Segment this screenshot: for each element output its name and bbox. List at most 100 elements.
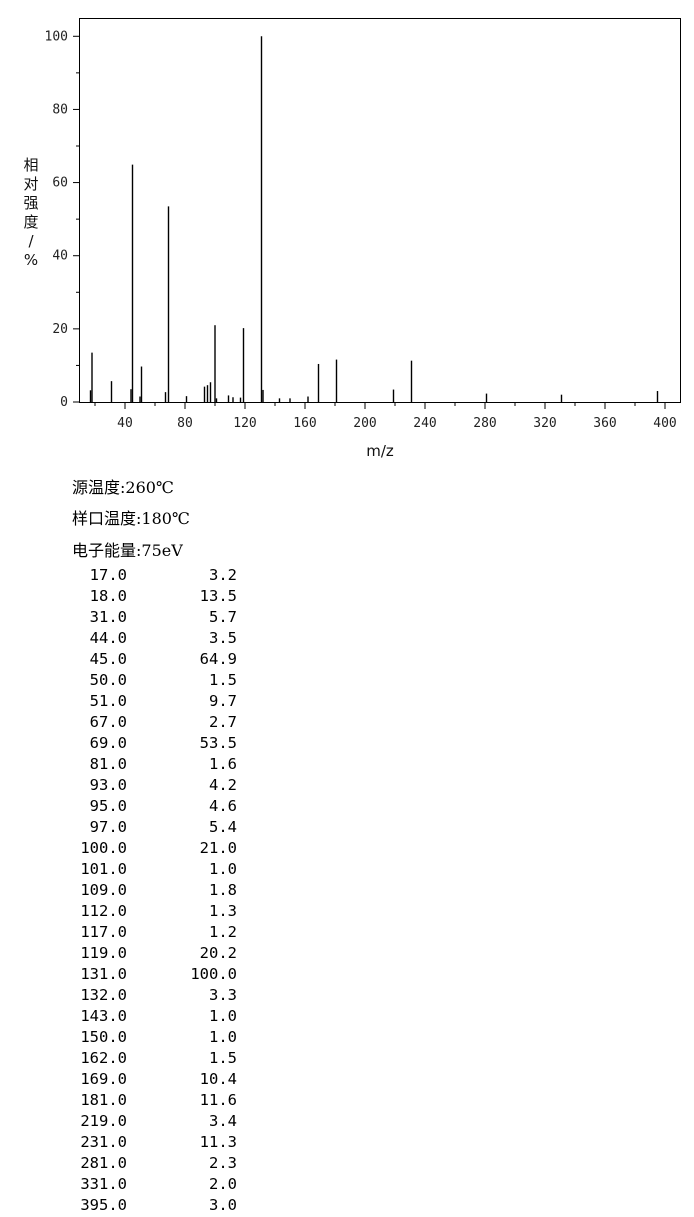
y-axis-title-char: / bbox=[28, 232, 34, 250]
peak-mz: 97.0 bbox=[89, 818, 127, 836]
peak-intensity: 9.7 bbox=[209, 692, 237, 710]
peak-mz: 51.0 bbox=[89, 692, 127, 710]
y-axis-title-char: 强 bbox=[23, 194, 38, 212]
peak-mz: 95.0 bbox=[89, 797, 127, 815]
peak-mz: 18.0 bbox=[89, 587, 127, 605]
peak-row: 95.0 4.6 bbox=[0, 797, 300, 818]
peak-mz: 81.0 bbox=[89, 755, 127, 773]
peak-intensity: 2.3 bbox=[209, 1154, 237, 1172]
x-tick-label: 360 bbox=[593, 416, 616, 431]
peak-row: 100.0 21.0 bbox=[0, 839, 300, 860]
y-axis-title-char: % bbox=[24, 251, 38, 269]
peak-row: 131.0 100.0 bbox=[0, 965, 300, 986]
peak-mz: 119.0 bbox=[80, 944, 127, 962]
peak-mz: 281.0 bbox=[80, 1154, 127, 1172]
peak-intensity: 53.5 bbox=[199, 734, 237, 752]
x-tick-label: 80 bbox=[177, 416, 193, 431]
peak-row: 132.0 3.3 bbox=[0, 986, 300, 1007]
peak-mz: 50.0 bbox=[89, 671, 127, 689]
y-tick-label: 20 bbox=[52, 322, 68, 337]
peak-intensity: 64.9 bbox=[199, 650, 237, 668]
peak-mz: 395.0 bbox=[80, 1196, 127, 1214]
peak-mz: 169.0 bbox=[80, 1070, 127, 1088]
x-tick-label: 400 bbox=[653, 416, 676, 431]
peak-row: 31.0 5.7 bbox=[0, 608, 300, 629]
x-tick-label: 200 bbox=[353, 416, 376, 431]
peak-intensity: 1.2 bbox=[209, 923, 237, 941]
peak-row: 119.0 20.2 bbox=[0, 944, 300, 965]
peak-intensity: 5.4 bbox=[209, 818, 237, 836]
y-axis-title-char: 对 bbox=[23, 175, 38, 193]
peak-row: 45.0 64.9 bbox=[0, 650, 300, 671]
x-tick-label: 120 bbox=[233, 416, 256, 431]
peak-mz: 150.0 bbox=[80, 1028, 127, 1046]
peak-row: 112.0 1.3 bbox=[0, 902, 300, 923]
peak-row: 109.0 1.8 bbox=[0, 881, 300, 902]
peak-intensity: 1.5 bbox=[209, 671, 237, 689]
y-axis-title-char: 度 bbox=[23, 213, 38, 231]
peak-row: 143.0 1.0 bbox=[0, 1007, 300, 1028]
peak-intensity: 3.2 bbox=[209, 566, 237, 584]
peak-mz: 93.0 bbox=[89, 776, 127, 794]
peak-row: 97.0 5.4 bbox=[0, 818, 300, 839]
peak-mz: 69.0 bbox=[89, 734, 127, 752]
peak-row: 281.0 2.3 bbox=[0, 1154, 300, 1175]
peak-row: 395.0 3.0 bbox=[0, 1196, 300, 1217]
peak-row: 81.0 1.6 bbox=[0, 755, 300, 776]
peak-intensity: 13.5 bbox=[199, 587, 237, 605]
x-axis-title: m/z bbox=[366, 442, 394, 460]
peak-row: 162.0 1.5 bbox=[0, 1049, 300, 1070]
peak-mz: 331.0 bbox=[80, 1175, 127, 1193]
peak-intensity: 5.7 bbox=[209, 608, 237, 626]
peak-mz: 67.0 bbox=[89, 713, 127, 731]
electron-energy: 电子能量:75eV bbox=[72, 541, 183, 560]
peak-row: 219.0 3.4 bbox=[0, 1112, 300, 1133]
peak-intensity: 1.3 bbox=[209, 902, 237, 920]
peak-intensity: 20.2 bbox=[199, 944, 237, 962]
y-tick-label: 60 bbox=[52, 176, 68, 191]
y-axis-title-char: 相 bbox=[23, 156, 38, 174]
peak-mz: 112.0 bbox=[80, 902, 127, 920]
peak-intensity: 1.0 bbox=[209, 860, 237, 878]
peak-intensity: 11.3 bbox=[199, 1133, 237, 1151]
peak-intensity: 3.4 bbox=[209, 1112, 237, 1130]
inlet-temperature: 样口温度:180℃ bbox=[72, 509, 190, 528]
peak-mz: 117.0 bbox=[80, 923, 127, 941]
peak-row: 17.0 3.2 bbox=[0, 566, 300, 587]
peak-intensity: 2.7 bbox=[209, 713, 237, 731]
x-tick-label: 280 bbox=[473, 416, 496, 431]
peak-row: 181.0 11.6 bbox=[0, 1091, 300, 1112]
y-axis: 0 20 40 60 80 100 bbox=[45, 29, 80, 410]
peak-row: 44.0 3.5 bbox=[0, 629, 300, 650]
peak-mz: 31.0 bbox=[89, 608, 127, 626]
peak-intensity: 100.0 bbox=[190, 965, 237, 983]
peak-mz: 109.0 bbox=[80, 881, 127, 899]
peak-intensity: 1.5 bbox=[209, 1049, 237, 1067]
peak-mz: 131.0 bbox=[80, 965, 127, 983]
peak-row: 51.0 9.7 bbox=[0, 692, 300, 713]
plot-frame bbox=[79, 18, 681, 403]
peak-row: 93.0 4.2 bbox=[0, 776, 300, 797]
peak-intensity: 1.6 bbox=[209, 755, 237, 773]
peak-row: 50.0 1.5 bbox=[0, 671, 300, 692]
peak-row: 18.0 13.5 bbox=[0, 587, 300, 608]
peak-mz: 132.0 bbox=[80, 986, 127, 1004]
peak-row: 67.0 2.7 bbox=[0, 713, 300, 734]
y-tick-label: 0 bbox=[60, 395, 68, 410]
peak-intensity: 11.6 bbox=[199, 1091, 237, 1109]
peak-mz: 231.0 bbox=[80, 1133, 127, 1151]
peak-intensity: 3.3 bbox=[209, 986, 237, 1004]
peak-table: 17.0 3.2 18.0 13.5 31.0 5.7 44.0 3.5 45.0 64.9 50.… bbox=[0, 566, 300, 1217]
source-temperature: 源温度:260℃ bbox=[72, 478, 174, 497]
peak-row: 169.0 10.4 bbox=[0, 1070, 300, 1091]
x-tick-label: 320 bbox=[533, 416, 556, 431]
peak-mz: 181.0 bbox=[80, 1091, 127, 1109]
peak-intensity: 21.0 bbox=[199, 839, 237, 857]
peak-row: 69.0 53.5 bbox=[0, 734, 300, 755]
peak-row: 117.0 1.2 bbox=[0, 923, 300, 944]
peak-bars bbox=[89, 36, 659, 402]
peak-intensity: 2.0 bbox=[209, 1175, 237, 1193]
x-tick-label: 40 bbox=[117, 416, 133, 431]
peak-intensity: 3.0 bbox=[209, 1196, 237, 1214]
